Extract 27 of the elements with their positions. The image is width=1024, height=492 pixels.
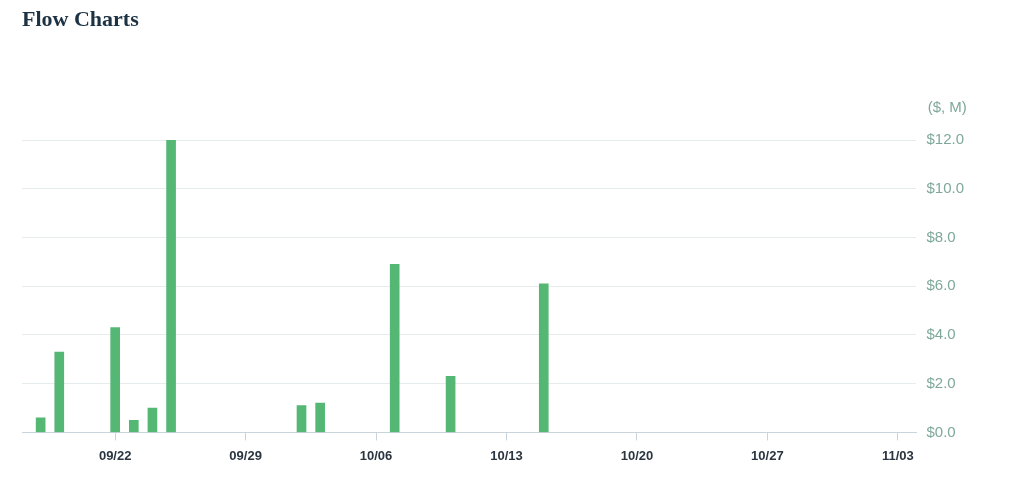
x-tick-label: 09/29	[229, 447, 262, 463]
bar	[147, 407, 158, 433]
x-tick-label: 10/27	[751, 447, 784, 463]
bar	[445, 376, 456, 433]
bar	[296, 405, 307, 433]
x-tick-label: 10/20	[620, 447, 654, 463]
bar	[166, 140, 176, 433]
y-tick-label: $0.0	[926, 422, 956, 440]
bar	[538, 283, 549, 433]
y-tick-label: $12.0	[926, 130, 965, 148]
x-tick-label: 09/22	[98, 447, 132, 463]
y-tick-label: $10.0	[926, 178, 965, 196]
bar	[128, 419, 139, 433]
y-tick-label: $4.0	[926, 325, 956, 343]
bar	[54, 351, 65, 433]
x-tick-label: 11/03	[881, 447, 914, 463]
y-tick-label: $2.0	[926, 373, 956, 391]
y-axis-title: ($, M)	[927, 98, 967, 116]
bar	[110, 327, 120, 433]
bar	[315, 402, 325, 433]
y-tick-label: $6.0	[926, 276, 956, 294]
x-tick-label: 10/13	[490, 447, 523, 463]
bar	[389, 263, 400, 433]
y-tick-label: $8.0	[926, 227, 956, 245]
bar	[35, 417, 46, 433]
chart-title: Flow Charts	[22, 6, 139, 32]
x-tick-label: 10/06	[359, 447, 393, 463]
